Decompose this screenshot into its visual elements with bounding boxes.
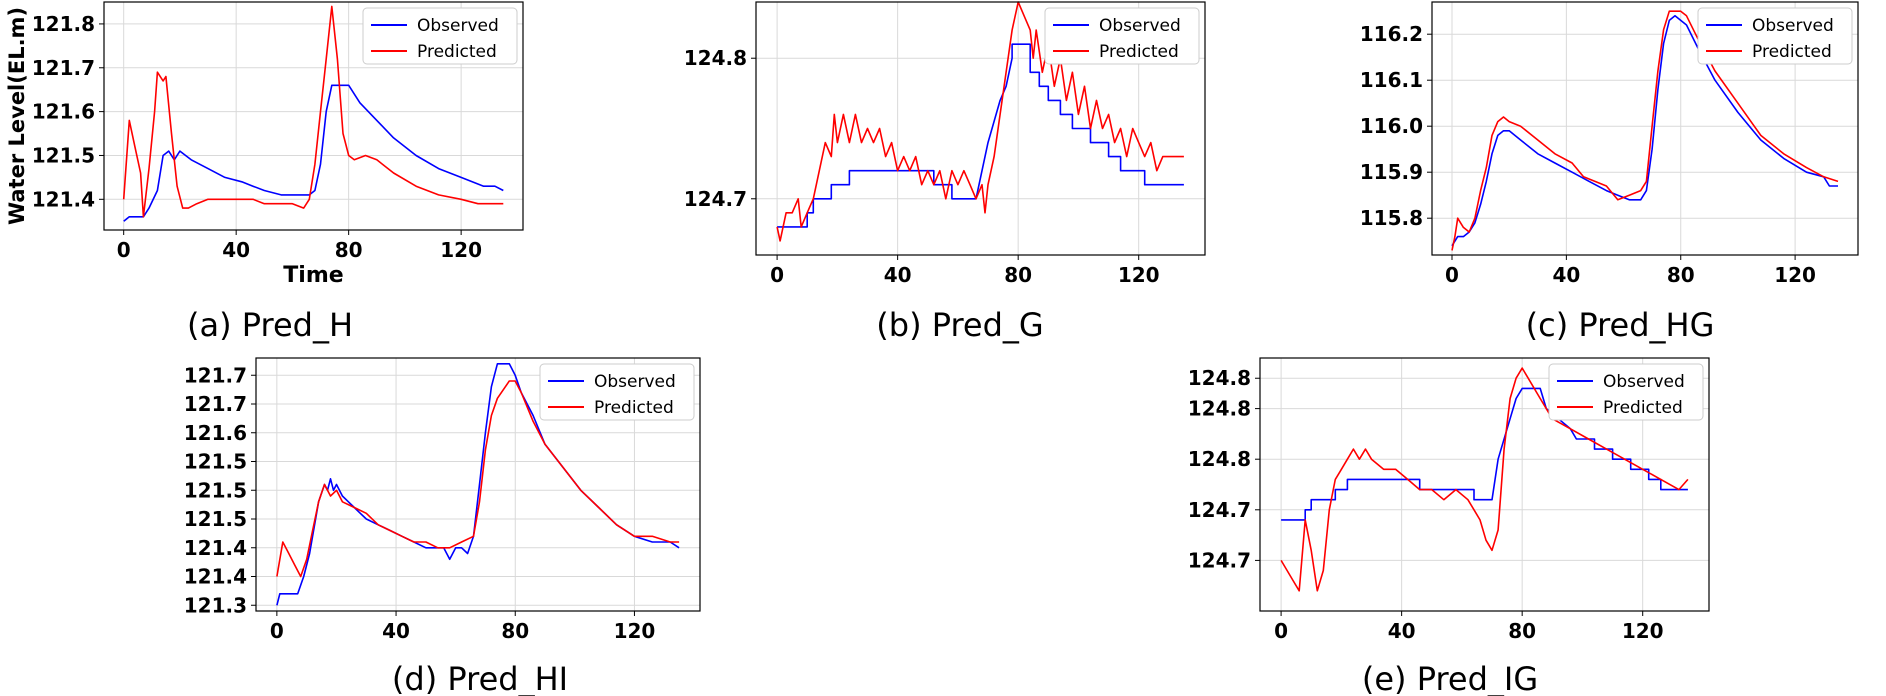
x-axis-label: Time <box>283 263 343 288</box>
x-tick-label: 80 <box>1508 619 1536 643</box>
x-tick-label: 0 <box>270 619 284 643</box>
x-tick-label: 120 <box>1118 263 1160 287</box>
series-line-predicted <box>122 5 504 218</box>
legend: Observed Predicted <box>1697 7 1853 65</box>
y-tick-label: 124.8 <box>1188 447 1251 471</box>
legend-entry: Observed <box>417 16 499 36</box>
x-tick-label: 80 <box>335 238 363 262</box>
subfigure-caption: (c) Pred_HG <box>1526 306 1715 344</box>
chart-b: 0 40 80 120 124.7 124.8 Observed Predicted (b) P… <box>684 1 1206 344</box>
legend-entry: Predicted <box>1603 398 1683 418</box>
y-tick-label: 121.5 <box>32 143 95 167</box>
x-tick-label: 40 <box>382 619 410 643</box>
subfigure-caption: (d) Pred_HI <box>392 660 568 696</box>
plot-frame <box>103 1 524 231</box>
x-tick-label: 120 <box>440 238 482 262</box>
y-tick-label: 121.5 <box>184 478 247 502</box>
x-tick-label: 120 <box>1622 619 1664 643</box>
y-tick-label: 121.4 <box>184 536 247 560</box>
legend-entry: Observed <box>1603 372 1685 392</box>
y-tick-label: 116.2 <box>1360 22 1423 46</box>
y-tick-label: 121.7 <box>184 392 247 416</box>
plot-frame <box>1259 357 1710 612</box>
y-tick-label: 124.7 <box>1188 498 1251 522</box>
legend: Observed Predicted <box>1548 363 1704 421</box>
chart-e: 0 40 80 120 124.7 124.7 124.8 124.8 124.8 Observe… <box>1188 357 1710 696</box>
x-tick-label: 0 <box>770 263 784 287</box>
x-tick-label: 40 <box>1552 263 1580 287</box>
legend-entry: Observed <box>1099 16 1181 36</box>
y-tick-label: 115.9 <box>1360 160 1423 184</box>
legend-entry: Observed <box>594 372 676 392</box>
y-tick-label: 115.8 <box>1360 206 1423 230</box>
chart-d: 0 40 80 120 121.3 121.4 121.4 121.5 121.5 121.5 12… <box>184 357 701 696</box>
legend: Observed Predicted <box>362 7 518 65</box>
subfigure-caption: (a) Pred_H <box>187 306 353 344</box>
x-tick-label: 40 <box>1388 619 1416 643</box>
x-tick-label: 80 <box>1667 263 1695 287</box>
y-tick-label: 121.7 <box>184 363 247 387</box>
series-line-predicted <box>776 1 1184 242</box>
x-tick-label: 80 <box>1004 263 1032 287</box>
legend-entry: Observed <box>1752 16 1834 36</box>
series-line-observed <box>777 43 1184 228</box>
series-line-predicted <box>1280 367 1689 592</box>
y-tick-label: 116.0 <box>1360 114 1423 138</box>
series-line-observed <box>1281 387 1688 521</box>
legend: Observed Predicted <box>1044 7 1200 65</box>
y-tick-label: 124.8 <box>1188 366 1251 390</box>
chart-a: 0 40 80 120 121.4 121.5 121.6 121.7 121.8 Time Wat… <box>5 1 524 344</box>
legend-entry: Predicted <box>1099 42 1179 62</box>
legend-entry: Predicted <box>1752 42 1832 62</box>
x-tick-label: 40 <box>884 263 912 287</box>
x-tick-label: 40 <box>222 238 250 262</box>
x-tick-label: 0 <box>1445 263 1459 287</box>
x-tick-label: 80 <box>501 619 529 643</box>
x-tick-label: 0 <box>117 238 131 262</box>
y-axis-label: Water Level(EL.m) <box>5 7 29 225</box>
plot-frame <box>1431 1 1859 256</box>
legend-entry: Predicted <box>417 42 497 62</box>
y-tick-label: 121.5 <box>184 507 247 531</box>
y-tick-label: 121.6 <box>184 421 247 445</box>
y-tick-label: 121.8 <box>32 12 95 36</box>
y-tick-label: 121.4 <box>32 187 95 211</box>
y-tick-label: 121.6 <box>32 100 95 124</box>
chart-c: 0 40 80 120 115.8 115.9 116.0 116.1 116.2 Observe… <box>1360 1 1859 344</box>
y-tick-label: 121.3 <box>184 593 247 617</box>
x-tick-label: 120 <box>614 619 656 643</box>
series-line-predicted <box>1451 10 1839 251</box>
y-tick-label: 121.7 <box>32 56 95 80</box>
x-tick-label: 0 <box>1274 619 1288 643</box>
y-tick-label: 116.1 <box>1360 68 1423 92</box>
series-line-predicted <box>276 380 680 578</box>
legend: Observed Predicted <box>539 363 695 421</box>
x-tick-label: 120 <box>1774 263 1816 287</box>
subfigure-caption: (b) Pred_G <box>876 306 1043 344</box>
plot-frame <box>755 1 1206 256</box>
subfigure-caption: (e) Pred_IG <box>1362 660 1538 696</box>
legend-entry: Predicted <box>594 398 674 418</box>
y-tick-label: 124.8 <box>684 46 747 70</box>
y-tick-label: 121.5 <box>184 450 247 474</box>
y-tick-label: 124.8 <box>1188 397 1251 421</box>
y-tick-label: 124.7 <box>1188 548 1251 572</box>
plot-frame <box>255 357 701 612</box>
series-line-observed <box>123 84 504 222</box>
y-tick-label: 121.4 <box>184 565 247 589</box>
y-tick-label: 124.7 <box>684 187 747 211</box>
